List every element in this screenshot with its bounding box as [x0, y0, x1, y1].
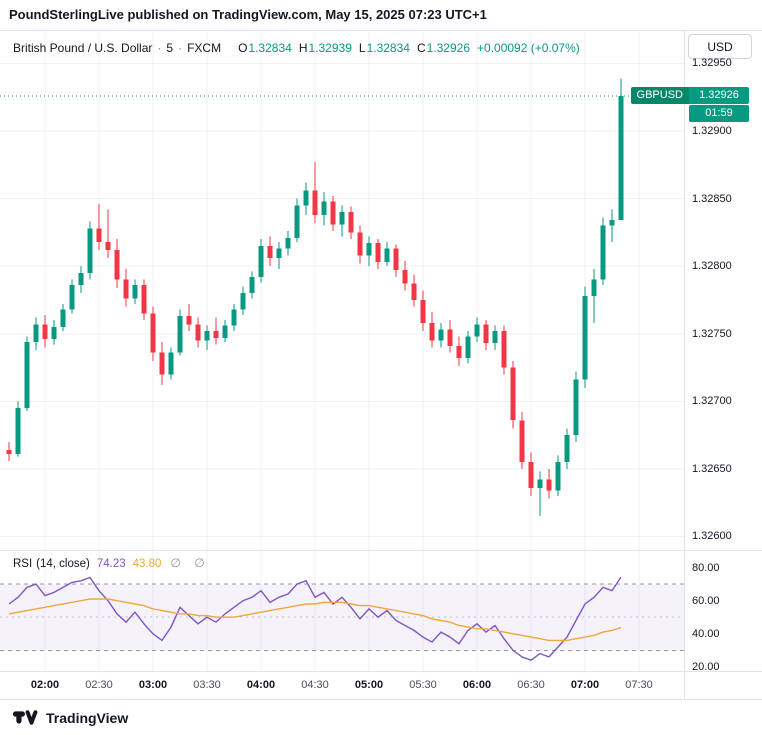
currency-button[interactable]: USD: [688, 34, 752, 59]
badge-symbol: GBPUSD: [630, 86, 689, 104]
rsi-pane[interactable]: RSI (14, close) 74.23 43.80 ∅ ∅: [0, 550, 684, 671]
time-axis[interactable]: 02:00 02:30 03:00 03:30 04:00 04:30 05:00 05:30…: [0, 671, 684, 699]
rsi-tick: 80.00: [692, 561, 720, 574]
badge-price: 1.32926: [689, 86, 749, 104]
time-tick: 02:30: [85, 679, 113, 691]
rsi-tick: 60.00: [692, 594, 720, 607]
rsi-title[interactable]: RSI: [13, 558, 33, 570]
last-price-label: GBPUSD 1.32926 01:59: [630, 86, 749, 122]
low-value: 1.32834: [366, 41, 410, 55]
time-tick: 05:00: [354, 679, 384, 691]
price-tick: 1.32950: [692, 57, 732, 70]
tradingview-logo-icon[interactable]: [12, 707, 38, 728]
ohlc-readout: O1.32834 H1.32939 L1.32834 C1.32926 +0.00092…: [231, 41, 580, 55]
open-label: O: [238, 41, 248, 55]
price-tick: 1.32750: [692, 327, 732, 340]
price-tick: 1.32600: [692, 530, 732, 543]
rsi-tick: 40.00: [692, 627, 720, 640]
high-value: 1.32939: [308, 41, 352, 55]
time-tick: 03:00: [138, 679, 168, 691]
price-tick: 1.32850: [692, 192, 732, 205]
time-tick: 02:00: [30, 679, 60, 691]
time-tick: 04:00: [246, 679, 276, 691]
price-tick: 1.32650: [692, 462, 732, 475]
price-tick: 1.32900: [692, 125, 732, 138]
bar-countdown: 01:59: [689, 104, 749, 122]
price-tick: 1.32800: [692, 260, 732, 273]
symbol-title[interactable]: British Pound / U.S. Dollar: [13, 41, 153, 55]
separator-dot: ·: [178, 41, 183, 55]
rsi-value: 74.23: [96, 558, 126, 570]
symbol-legend: British Pound / U.S. Dollar · 5 · FXCM O1.328…: [13, 41, 580, 55]
footer-bar: TradingView: [0, 700, 762, 735]
pane-divider: [685, 550, 762, 551]
attribution-bar: PoundSterlingLive published on TradingVi…: [9, 7, 487, 22]
time-tick: 03:30: [193, 679, 221, 691]
time-tick: 07:00: [570, 679, 600, 691]
time-tick: 06:30: [517, 679, 545, 691]
rsi-legend: RSI (14, close) 74.23 43.80 ∅ ∅: [13, 556, 210, 570]
last-price-row: GBPUSD 1.32926: [630, 86, 749, 104]
close-label: C: [416, 41, 426, 55]
rsi-chart[interactable]: [0, 551, 684, 671]
time-tick: 04:30: [301, 679, 329, 691]
rsi-ma-value: 43.80: [132, 558, 162, 570]
time-tick: 05:30: [409, 679, 437, 691]
separator-dot: ·: [157, 41, 162, 55]
high-label: H: [298, 41, 308, 55]
exchange-name[interactable]: FXCM: [187, 41, 222, 55]
candlestick-chart[interactable]: [0, 31, 684, 550]
price-pane[interactable]: British Pound / U.S. Dollar · 5 · FXCM O1.328…: [0, 31, 684, 550]
brand-name[interactable]: TradingView: [46, 709, 129, 726]
interval-value[interactable]: 5: [166, 41, 174, 55]
low-label: L: [358, 41, 366, 55]
open-value: 1.32834: [248, 41, 292, 55]
rsi-tick: 20.00: [692, 660, 720, 673]
time-tick: 06:00: [462, 679, 492, 691]
price-axis-column[interactable]: USD 1.32950 1.32900 1.32850 1.32800 1.32750 1…: [684, 31, 762, 699]
close-value: 1.32926: [426, 41, 471, 55]
change-value: +0.00092 (+0.07%): [477, 41, 580, 55]
rsi-params: (14, close): [36, 558, 90, 570]
axis-divider: [685, 671, 762, 672]
rsi-hidden-values: ∅ ∅: [170, 556, 210, 570]
chart-main-column: British Pound / U.S. Dollar · 5 · FXCM O1.328…: [0, 31, 684, 699]
chart-widget: British Pound / U.S. Dollar · 5 · FXCM O1.328…: [0, 30, 762, 700]
price-tick: 1.32700: [692, 395, 732, 408]
time-tick: 07:30: [625, 679, 653, 691]
